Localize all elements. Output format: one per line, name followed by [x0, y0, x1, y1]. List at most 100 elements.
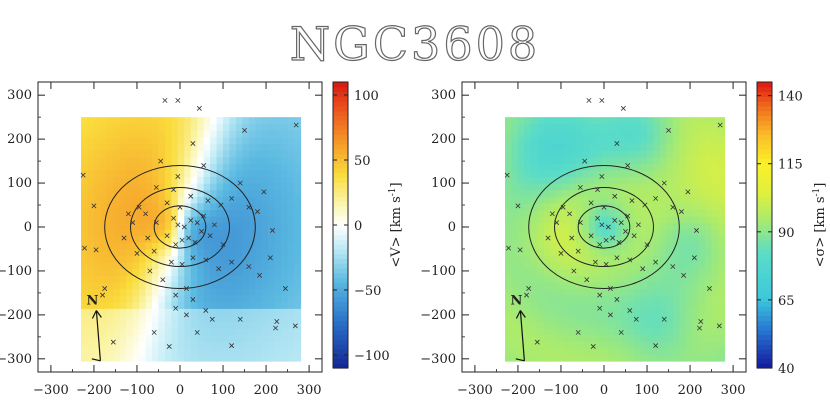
map-pixel — [556, 202, 564, 211]
map-pixel — [145, 136, 153, 145]
map-pixel — [692, 156, 700, 164]
map-pixel — [93, 235, 101, 243]
map-pixel — [216, 176, 224, 184]
map-pixel — [659, 328, 667, 336]
map-pixel — [614, 248, 622, 257]
bin-marker — [201, 163, 207, 168]
map-pixel — [139, 347, 147, 356]
map-pixel — [524, 314, 532, 323]
map-pixel — [530, 255, 538, 263]
map-pixel — [210, 235, 218, 243]
map-pixel — [511, 242, 519, 250]
map-pixel — [543, 341, 551, 349]
map-pixel — [621, 275, 629, 283]
map-pixel — [621, 222, 629, 230]
colorbar-segment — [333, 196, 348, 202]
bin-marker — [577, 184, 583, 190]
map-pixel — [223, 295, 231, 303]
map-pixel — [229, 222, 237, 230]
map-pixel — [640, 268, 648, 276]
map-pixel — [627, 321, 635, 329]
map-pixel — [718, 216, 726, 224]
map-pixel — [588, 117, 596, 125]
map-pixel — [672, 117, 680, 125]
map-pixel — [679, 169, 687, 178]
map-pixel — [537, 117, 545, 125]
map-pixel — [93, 341, 101, 349]
colorbar-segment — [333, 82, 348, 88]
map-pixel — [685, 163, 693, 171]
map-pixel — [93, 216, 101, 224]
map-pixel — [139, 295, 147, 303]
map-pixel — [614, 334, 622, 342]
colorbar-segment — [333, 91, 348, 97]
map-pixel — [261, 216, 269, 224]
map-pixel — [505, 176, 513, 184]
map-pixel — [203, 354, 211, 362]
map-pixel — [223, 242, 231, 250]
map-pixel — [106, 163, 114, 171]
map-pixel — [672, 169, 680, 178]
bin-marker — [293, 122, 299, 128]
colorbar-segment — [757, 134, 772, 140]
map-pixel — [505, 163, 513, 171]
bin-marker — [590, 344, 596, 349]
map-pixel — [588, 163, 596, 171]
map-pixel — [113, 216, 121, 224]
map-pixel — [627, 222, 635, 230]
map-pixel — [255, 341, 263, 349]
map-pixel — [106, 156, 114, 164]
map-pixel — [261, 328, 269, 336]
map-pixel — [145, 150, 153, 158]
velocity-map-panel: N −300 −200 −100 0 100 200 300−300−200−1000100… — [0, 81, 323, 398]
map-pixel — [647, 308, 655, 316]
map-pixel — [608, 189, 616, 197]
map-pixel — [627, 189, 635, 197]
map-pixel — [672, 328, 680, 336]
colorbar-segment — [757, 301, 772, 307]
colorbar-segment — [757, 253, 772, 259]
map-pixel — [294, 242, 302, 250]
bin-marker — [203, 257, 209, 263]
map-pixel — [711, 314, 719, 323]
map-pixel — [672, 156, 680, 164]
map-pixel — [647, 156, 655, 164]
map-pixel — [113, 163, 121, 171]
map-pixel — [261, 354, 269, 362]
map-pixel — [550, 229, 558, 237]
map-pixel — [530, 136, 538, 145]
colorbar-segment — [757, 363, 772, 369]
map-pixel — [164, 143, 172, 151]
map-pixel — [653, 314, 661, 323]
colorbar-segment — [757, 196, 772, 202]
map-pixel — [268, 308, 276, 316]
map-pixel — [679, 183, 687, 191]
colorbar-segment — [757, 348, 772, 355]
map-pixel — [543, 281, 551, 290]
map-pixel — [93, 281, 101, 290]
map-pixel — [119, 248, 127, 257]
map-pixel — [81, 189, 89, 197]
map-pixel — [100, 248, 108, 257]
map-pixel — [294, 123, 302, 131]
map-pixel — [608, 216, 616, 224]
map-pixel — [268, 295, 276, 303]
bin-marker — [194, 329, 200, 335]
map-pixel — [164, 248, 172, 257]
map-pixel — [177, 189, 185, 197]
map-pixel — [106, 275, 114, 283]
map-pixel — [294, 262, 302, 270]
map-pixel — [235, 202, 243, 211]
map-pixel — [718, 354, 726, 362]
bin-marker — [190, 141, 196, 146]
map-pixel — [190, 328, 198, 336]
map-pixel — [287, 235, 295, 243]
map-pixel — [229, 117, 237, 125]
map-pixel — [184, 136, 192, 145]
map-pixel — [113, 334, 121, 342]
map-pixel — [614, 295, 622, 303]
map-pixel — [718, 183, 726, 191]
map-pixel — [281, 130, 289, 138]
map-pixel — [705, 328, 713, 336]
map-pixel — [601, 196, 609, 204]
